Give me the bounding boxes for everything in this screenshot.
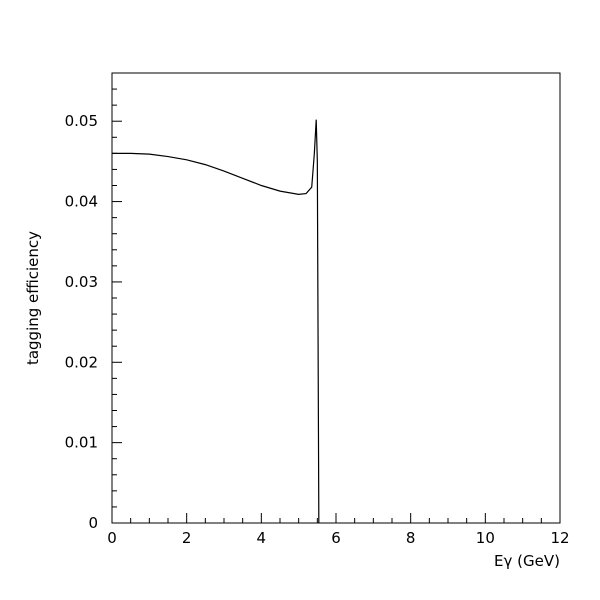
y-axis-label: tagging efficiency	[24, 231, 42, 365]
y-tick-label: 0.02	[65, 353, 98, 371]
y-tick-label: 0.03	[65, 273, 98, 291]
x-axis-label: Eγ (GeV)	[494, 552, 560, 570]
x-tick-label: 6	[331, 529, 341, 547]
data-line	[112, 119, 320, 524]
y-tick-label: 0.01	[65, 434, 98, 452]
x-tick-label: 12	[550, 529, 569, 547]
plot-frame	[111, 72, 561, 524]
x-tick-label: 10	[476, 529, 495, 547]
y-tick-label: 0	[88, 514, 98, 532]
x-tick-label: 2	[182, 529, 192, 547]
y-tick-label: 0.05	[65, 112, 98, 130]
x-tick-label: 4	[257, 529, 267, 547]
x-tick-label: 8	[406, 529, 416, 547]
x-tick-label: 0	[107, 529, 117, 547]
y-tick-label: 0.04	[65, 193, 98, 211]
